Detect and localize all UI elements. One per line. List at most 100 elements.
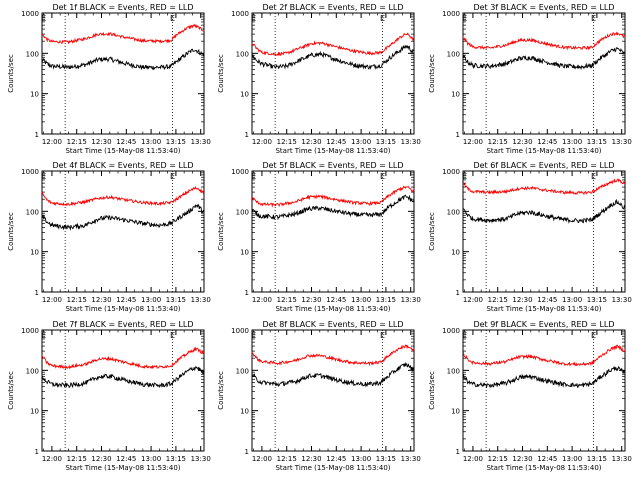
x-tick-label: 13:00 — [351, 138, 371, 146]
lld-series-line — [462, 178, 626, 196]
y-axis-label: Counts/sec — [428, 371, 436, 410]
event-marker-label: E — [462, 331, 467, 340]
x-tick-label: 13:15 — [376, 296, 396, 304]
x-tick-label: 13:15 — [587, 455, 607, 463]
x-tick-label: 12:45 — [326, 138, 346, 146]
x-tick-label: 13:00 — [562, 138, 582, 146]
y-tick-label: 10 — [30, 249, 39, 257]
x-tick-label: 12:00 — [42, 296, 62, 304]
y-tick-label: 1000 — [21, 327, 39, 335]
x-axis-label: Start Time (15-May-08 11:53:40) — [65, 305, 180, 313]
events-series-line — [251, 194, 415, 221]
x-tick-label: 12:15 — [67, 138, 87, 146]
x-axis-label: Start Time (15-May-08 11:53:40) — [65, 464, 180, 472]
y-tick-label: 100 — [26, 50, 39, 58]
x-tick-label: 12:45 — [537, 296, 557, 304]
y-tick-label: 10 — [240, 91, 249, 99]
x-tick-label: 12:15 — [67, 296, 87, 304]
panel-3: Det 3f BLACK = Events, RED = LLD 1 10 100 10… — [428, 3, 632, 155]
events-series-line — [41, 365, 205, 389]
x-tick-label: 13:30 — [612, 138, 632, 146]
lld-series-line — [251, 344, 415, 367]
events-series-line — [41, 203, 205, 231]
y-axis-label: Counts/sec — [428, 54, 436, 93]
x-tick-label: 13:00 — [141, 296, 161, 304]
panel-title: Det 4f BLACK = Events, RED = LLD — [52, 161, 193, 170]
plot-frame — [41, 170, 205, 293]
panel-4: Det 4f BLACK = Events, RED = LLD 1 10 100 10… — [7, 161, 211, 313]
x-tick-label: 12:00 — [252, 296, 272, 304]
panel-title: Det 6f BLACK = Events, RED = LLD — [473, 161, 614, 170]
x-tick-label: 13:15 — [587, 138, 607, 146]
x-tick-label: 12:30 — [512, 138, 532, 146]
plot-frame — [251, 329, 415, 452]
y-axis-label: Counts/sec — [217, 371, 225, 410]
y-tick-label: 1 — [35, 448, 39, 456]
x-tick-label: 13:30 — [191, 138, 211, 146]
y-tick-label: 100 — [236, 208, 249, 216]
panel-title: Det 9f BLACK = Events, RED = LLD — [473, 320, 614, 329]
x-tick-label: 13:15 — [166, 455, 186, 463]
x-tick-label: 13:15 — [376, 455, 396, 463]
y-tick-label: 10 — [451, 249, 460, 257]
x-tick-label: 12:15 — [277, 138, 297, 146]
x-tick-label: 12:15 — [277, 296, 297, 304]
panel-6: Det 6f BLACK = Events, RED = LLD 1 10 100 10… — [428, 161, 632, 313]
x-tick-label: 13:15 — [376, 138, 396, 146]
panel-5: Det 5f BLACK = Events, RED = LLD 1 10 100 10… — [217, 161, 421, 313]
events-series-line — [462, 198, 626, 224]
event-marker-label: E — [170, 331, 175, 340]
event-marker-label: E — [462, 172, 467, 181]
y-axis-label: Counts/sec — [7, 54, 15, 93]
y-tick-label: 1 — [245, 448, 249, 456]
plot-frame — [251, 170, 415, 293]
y-axis-label: Counts/sec — [7, 212, 15, 251]
plot-frame — [251, 12, 415, 135]
x-tick-label: 12:15 — [488, 455, 508, 463]
y-tick-label: 100 — [236, 50, 249, 58]
x-tick-label: 12:30 — [91, 455, 111, 463]
y-tick-label: 1000 — [442, 168, 460, 176]
x-tick-label: 13:30 — [191, 455, 211, 463]
y-tick-label: 100 — [236, 367, 249, 375]
event-marker-label: E — [380, 14, 385, 23]
x-tick-label: 13:30 — [401, 138, 421, 146]
x-tick-label: 12:30 — [512, 296, 532, 304]
x-tick-label: 12:45 — [537, 455, 557, 463]
events-series-line — [251, 361, 415, 388]
y-tick-label: 1 — [456, 289, 460, 297]
x-tick-label: 13:00 — [141, 455, 161, 463]
event-marker-label: E — [251, 331, 256, 340]
x-axis-label: Start Time (15-May-08 11:53:40) — [486, 464, 601, 472]
x-tick-label: 12:30 — [512, 455, 532, 463]
events-series-line — [41, 48, 205, 71]
x-tick-label: 12:00 — [463, 455, 483, 463]
x-tick-label: 12:45 — [116, 455, 136, 463]
x-tick-label: 13:00 — [351, 296, 371, 304]
x-tick-label: 12:15 — [67, 455, 87, 463]
lld-series-line — [251, 185, 415, 208]
y-tick-label: 1 — [456, 131, 460, 139]
x-tick-label: 12:30 — [301, 455, 321, 463]
y-tick-label: 1000 — [21, 168, 39, 176]
event-marker-label: E — [41, 14, 46, 23]
lld-series-line — [41, 185, 205, 207]
event-marker-label: E — [41, 172, 46, 181]
panel-title: Det 8f BLACK = Events, RED = LLD — [262, 320, 403, 329]
x-tick-label: 13:00 — [141, 138, 161, 146]
y-axis-label: Counts/sec — [217, 212, 225, 251]
y-tick-label: 1 — [456, 448, 460, 456]
y-axis-label: Counts/sec — [428, 212, 436, 251]
y-tick-label: 1 — [35, 289, 39, 297]
x-axis-label: Start Time (15-May-08 11:53:40) — [486, 147, 601, 155]
y-tick-label: 1 — [35, 131, 39, 139]
x-tick-label: 12:30 — [301, 138, 321, 146]
y-tick-label: 1000 — [442, 327, 460, 335]
y-tick-label: 10 — [30, 91, 39, 99]
x-tick-label: 12:45 — [116, 296, 136, 304]
x-tick-label: 12:00 — [252, 138, 272, 146]
y-tick-label: 1000 — [442, 10, 460, 18]
panel-1: Det 1f BLACK = Events, RED = LLD 1 10 100 10… — [7, 3, 211, 155]
